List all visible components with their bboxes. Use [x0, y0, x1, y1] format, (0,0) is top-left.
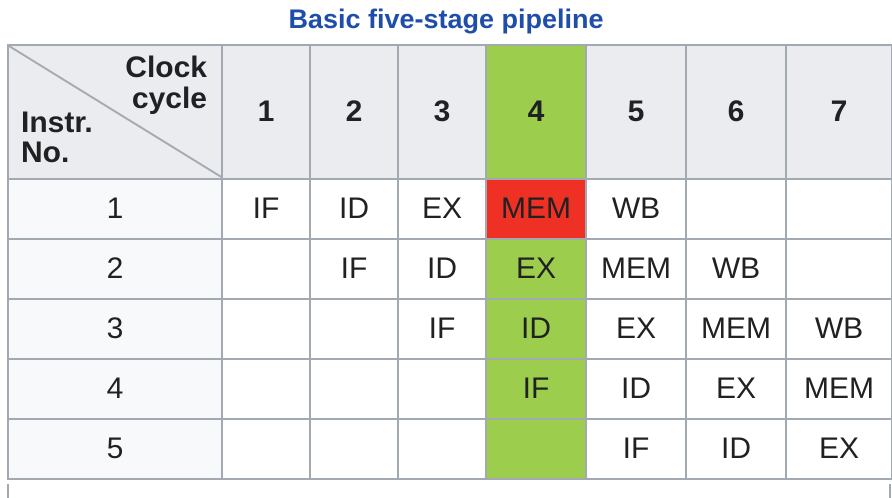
cycle-header: 5: [585, 44, 687, 180]
stage-cell-stall: MEM: [485, 178, 587, 240]
stage-cell: [309, 418, 399, 480]
header-row: Clock cycle Instr. No. 1 2 3 4 5 6 7: [7, 44, 892, 180]
stage-cell: IF: [397, 298, 487, 360]
instr-number: 2: [7, 238, 223, 300]
stage-cell: WB: [585, 178, 687, 240]
stage-cell: WB: [685, 238, 787, 300]
stage-cell: WB: [785, 298, 892, 360]
stage-cell: ID: [397, 238, 487, 300]
diagonal-divider: [9, 46, 223, 178]
cycle-header: 1: [221, 44, 311, 180]
clock-cycle-label: Clock cycle: [125, 51, 207, 115]
stage-cell: [785, 178, 892, 240]
stage-cell: IF: [221, 178, 311, 240]
instr-no-label: Instr. No.: [21, 106, 93, 169]
stage-cell: [221, 238, 311, 300]
table-row: 3 IF ID EX MEM WB: [7, 298, 892, 360]
stage-cell: MEM: [585, 238, 687, 300]
stage-cell: [397, 358, 487, 420]
stage-cell-highlighted: [485, 418, 587, 480]
stage-cell-highlighted: IF: [485, 358, 587, 420]
pipeline-table: Clock cycle Instr. No. 1 2 3 4 5 6 7 1 I…: [7, 44, 892, 480]
instr-number: 5: [7, 418, 223, 480]
stage-cell: MEM: [685, 298, 787, 360]
table-row: 4 IF ID EX MEM: [7, 358, 892, 420]
stage-cell: [309, 358, 399, 420]
table-row: 5 IF ID EX: [7, 418, 892, 480]
stage-cell: [221, 358, 311, 420]
stage-cell: EX: [685, 358, 787, 420]
cycle-header-highlighted: 4: [485, 44, 587, 180]
stage-cell: EX: [397, 178, 487, 240]
table-row: 2 IF ID EX MEM WB: [7, 238, 892, 300]
corner-header: Clock cycle Instr. No.: [7, 44, 223, 180]
stage-cell: ID: [585, 358, 687, 420]
cycle-header: 2: [309, 44, 399, 180]
stage-cell: EX: [585, 298, 687, 360]
stage-cell: ID: [685, 418, 787, 480]
stage-cell: MEM: [785, 358, 892, 420]
stage-cell: [685, 178, 787, 240]
table-continuation: [7, 484, 891, 498]
stage-cell: IF: [585, 418, 687, 480]
instr-number: 3: [7, 298, 223, 360]
table-caption: Basic five-stage pipeline: [288, 4, 604, 34]
cycle-header: 7: [785, 44, 892, 180]
cycle-header: 3: [397, 44, 487, 180]
stage-cell: [221, 298, 311, 360]
cycle-header: 6: [685, 44, 787, 180]
stage-cell: [397, 418, 487, 480]
stage-cell: ID: [309, 178, 399, 240]
stage-cell-highlighted: ID: [485, 298, 587, 360]
instr-number: 4: [7, 358, 223, 420]
stage-cell: EX: [785, 418, 892, 480]
stage-cell: [221, 418, 311, 480]
stage-cell: [785, 238, 892, 300]
stage-cell: IF: [309, 238, 399, 300]
stage-cell: [309, 298, 399, 360]
instr-number: 1: [7, 178, 223, 240]
table-row: 1 IF ID EX MEM WB: [7, 178, 892, 240]
stage-cell-highlighted: EX: [485, 238, 587, 300]
